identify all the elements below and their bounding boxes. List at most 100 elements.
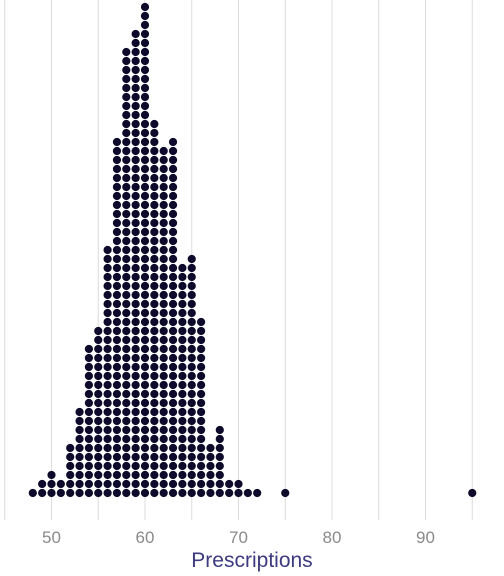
data-dot: [150, 245, 159, 255]
data-dot: [140, 425, 150, 435]
data-dot: [122, 308, 131, 318]
grid-lines: [4, 0, 473, 520]
data-dot: [140, 407, 150, 417]
data-dot: [197, 425, 206, 435]
data-dot: [168, 416, 178, 426]
data-dot: [140, 74, 150, 84]
data-dot: [28, 488, 37, 498]
data-dot: [131, 173, 140, 183]
data-dot: [168, 389, 178, 399]
data-dot: [122, 353, 131, 363]
data-dot: [159, 461, 168, 471]
data-dot: [168, 281, 178, 291]
data-dot: [103, 479, 112, 489]
data-dot: [112, 137, 122, 147]
data-dot: [122, 191, 131, 201]
data-dot: [168, 191, 178, 201]
x-tick-label: 50: [42, 528, 61, 547]
data-dot: [150, 344, 159, 354]
data-dot: [168, 488, 178, 498]
data-dot: [150, 218, 159, 228]
data-dot: [75, 434, 84, 444]
data-dot: [84, 479, 93, 489]
data-dot: [140, 173, 150, 183]
data-dot: [122, 137, 131, 147]
data-dot: [131, 128, 140, 138]
data-dot: [140, 11, 150, 21]
data-dot: [168, 299, 178, 309]
data-dot: [168, 479, 178, 489]
data-dot: [159, 434, 168, 444]
data-dot: [112, 218, 122, 228]
data-dot: [168, 344, 178, 354]
data-dot: [178, 317, 187, 327]
data-dot: [140, 371, 150, 381]
data-dot: [159, 425, 168, 435]
data-dot: [131, 488, 140, 498]
data-dot: [187, 416, 196, 426]
data-dot: [122, 155, 131, 165]
data-dot: [150, 191, 159, 201]
data-dot: [122, 65, 131, 75]
data-dot: [140, 290, 150, 300]
data-dot: [150, 362, 159, 372]
data-dot: [206, 488, 215, 498]
data-dot: [122, 407, 131, 417]
data-dot: [253, 488, 262, 498]
data-dot: [112, 164, 122, 174]
data-dot: [140, 146, 150, 156]
data-dot: [122, 254, 131, 264]
data-dot: [150, 380, 159, 390]
data-dot: [122, 317, 131, 327]
data-dot: [131, 101, 140, 111]
data-dot: [140, 137, 150, 147]
data-dot: [159, 407, 168, 417]
data-dot: [94, 434, 103, 444]
data-dot: [187, 272, 196, 282]
data-dot: [112, 209, 122, 219]
data-dot: [94, 470, 103, 480]
data-dot: [103, 434, 112, 444]
data-dot: [150, 416, 159, 426]
data-dot: [168, 263, 178, 273]
data-dot: [112, 470, 122, 480]
data-dot: [122, 362, 131, 372]
data-dot: [187, 479, 196, 489]
data-dot: [122, 83, 131, 93]
data-dot: [131, 272, 140, 282]
data-dot: [66, 479, 75, 489]
data-dot: [131, 254, 140, 264]
data-dot: [168, 272, 178, 282]
data-dot: [140, 461, 150, 471]
data-dot: [159, 281, 168, 291]
data-dot: [150, 272, 159, 282]
data-dot: [150, 461, 159, 471]
data-dot: [103, 407, 112, 417]
data-dot: [187, 389, 196, 399]
data-dot: [112, 452, 122, 462]
data-dot: [112, 272, 122, 282]
data-dot: [122, 290, 131, 300]
data-dot: [140, 209, 150, 219]
data-dot: [140, 218, 150, 228]
data-dot: [75, 407, 84, 417]
x-tick-label: 90: [416, 528, 435, 547]
data-dot: [168, 407, 178, 417]
data-dot: [66, 461, 75, 471]
data-dot: [215, 452, 224, 462]
data-dot: [94, 362, 103, 372]
data-dot: [168, 164, 178, 174]
data-dot: [131, 137, 140, 147]
data-dot: [150, 182, 159, 192]
data-dot: [159, 218, 168, 228]
data-dot: [168, 434, 178, 444]
data-dot: [103, 380, 112, 390]
data-dot: [168, 137, 178, 147]
data-dot: [122, 470, 131, 480]
data-dot: [187, 353, 196, 363]
data-dot: [131, 182, 140, 192]
data-dot: [168, 218, 178, 228]
data-dot: [112, 191, 122, 201]
data-dot: [84, 443, 93, 453]
data-dot: [159, 227, 168, 237]
